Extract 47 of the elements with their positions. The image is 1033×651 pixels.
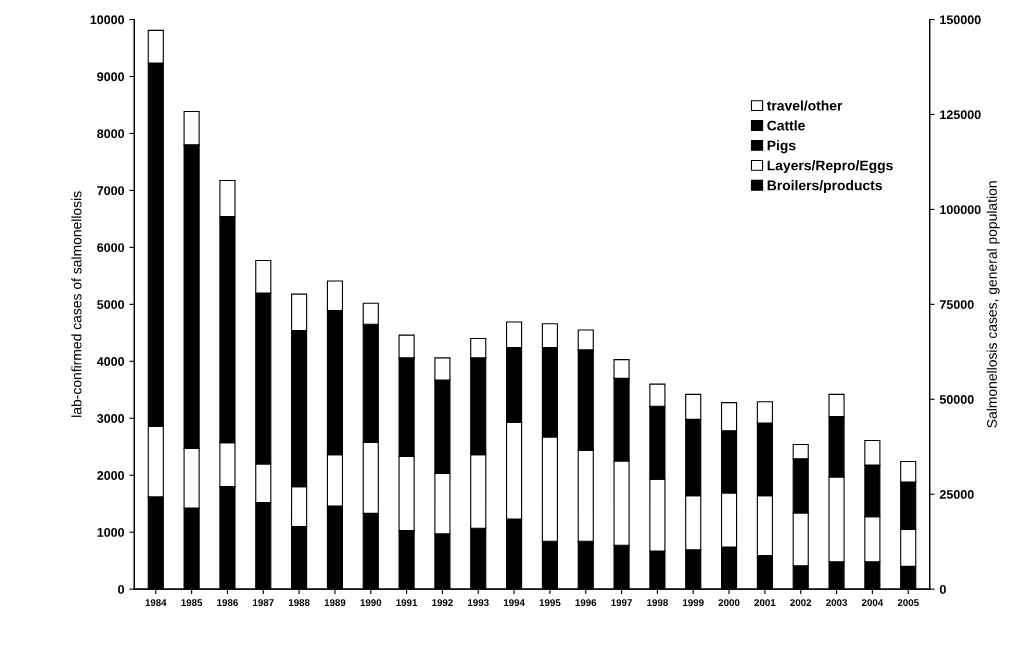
x-tick-label: 1995 bbox=[539, 599, 561, 607]
x-tick-label: 2003 bbox=[826, 599, 848, 607]
y2-axis-title: Salmonellosis cases, general population bbox=[986, 181, 1000, 428]
legend-label: Cattle bbox=[767, 120, 805, 131]
legend-label: Broilers/products bbox=[767, 180, 882, 194]
y2-tick-label: 50000 bbox=[939, 395, 974, 404]
x-tick-label: 1997 bbox=[611, 599, 632, 607]
x-tick-label: 1996 bbox=[575, 599, 597, 607]
x-tick-label: 1989 bbox=[324, 599, 346, 607]
x-tick-label: 1992 bbox=[432, 599, 453, 607]
y-tick-label: 1000 bbox=[97, 527, 125, 537]
y2-tick-label: 0 bbox=[939, 584, 946, 594]
y-tick-label: 3000 bbox=[97, 414, 125, 423]
x-tick-label: 1999 bbox=[683, 599, 704, 607]
y-tick-label: 4000 bbox=[96, 357, 125, 366]
y-tick-label: 8000 bbox=[97, 129, 125, 139]
y-tick-label: 6000 bbox=[97, 243, 125, 253]
x-tick-label: 1988 bbox=[288, 599, 310, 607]
x-tick-label: 1991 bbox=[396, 599, 418, 607]
x-tick-label: 2004 bbox=[861, 599, 884, 607]
legend-label: Layers/Repro/Eggs bbox=[767, 160, 893, 174]
y-tick-label: 0 bbox=[118, 584, 125, 594]
y2-tick-label: 75000 bbox=[939, 300, 974, 309]
x-tick-label: 1998 bbox=[647, 599, 668, 607]
x-tick-label: 1994 bbox=[503, 599, 525, 607]
y-tick-label: 7000 bbox=[97, 186, 125, 196]
x-tick-label: 2000 bbox=[718, 599, 740, 607]
x-tick-label: 1984 bbox=[145, 599, 167, 607]
x-tick-label: 1990 bbox=[360, 599, 382, 607]
y-tick-label: 2000 bbox=[97, 471, 125, 480]
legend-label: Pigs bbox=[767, 140, 796, 154]
x-tick-label: 2005 bbox=[897, 599, 919, 607]
x-tick-label: 1993 bbox=[468, 599, 489, 607]
legend-label: travel/other bbox=[766, 100, 843, 111]
y2-tick-label: 100000 bbox=[940, 205, 981, 215]
x-tick-label: 1987 bbox=[253, 599, 274, 607]
y2-tick-label: 25000 bbox=[939, 490, 974, 499]
x-tick-label: 2002 bbox=[790, 599, 812, 607]
y-axis-title: lab-confirmed cases of salmonellosis bbox=[71, 191, 82, 417]
y-tick-label: 9000 bbox=[97, 72, 125, 82]
y-tick-label: 10000 bbox=[90, 15, 125, 25]
y2-tick-label: 125000 bbox=[940, 110, 981, 120]
x-tick-label: 2001 bbox=[754, 599, 776, 607]
x-tick-label: 1985 bbox=[181, 599, 203, 607]
x-tick-label: 1986 bbox=[217, 599, 238, 607]
y2-tick-label: 150000 bbox=[940, 15, 981, 25]
y-tick-label: 5000 bbox=[97, 300, 125, 309]
